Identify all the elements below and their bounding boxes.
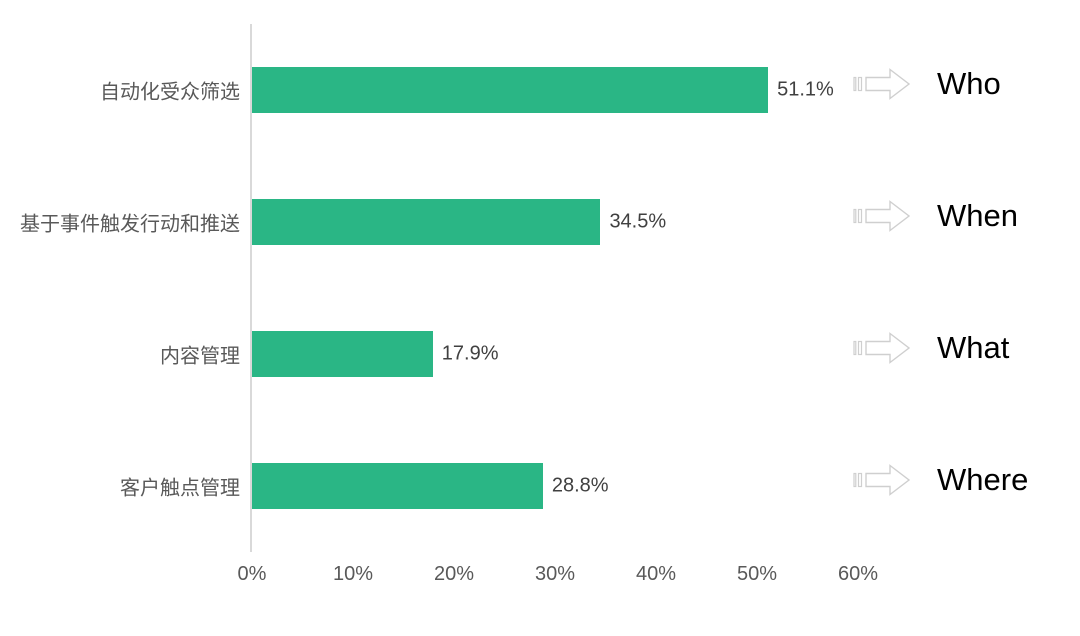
category-label: 自动化受众筛选 (100, 81, 240, 104)
bar[interactable] (252, 463, 543, 509)
x-tick-label: 30% (534, 563, 576, 585)
annotation-label: When (937, 198, 1018, 233)
chart-row: 客户触点管理 28.8% Where (0, 420, 1080, 552)
striped-right-arrow-icon (853, 332, 911, 364)
striped-right-arrow-icon (853, 464, 911, 496)
x-tick-label: 50% (736, 563, 778, 585)
annotation-group: When (853, 198, 1018, 234)
chart-row: 内容管理 17.9% What (0, 288, 1080, 420)
annotation-label: Who (937, 66, 1001, 101)
x-tick-label: 0% (237, 563, 267, 585)
value-label: 17.9% (441, 342, 499, 365)
x-tick-label: 40% (635, 563, 677, 585)
bar[interactable] (252, 331, 433, 377)
value-label: 34.5% (609, 210, 667, 233)
value-label: 51.1% (777, 78, 834, 101)
category-label: 基于事件触发行动和推送 (20, 213, 240, 236)
bar[interactable] (252, 67, 769, 113)
annotation-label: What (937, 330, 1010, 365)
striped-right-arrow-icon (853, 200, 911, 232)
annotation-group: Who (853, 66, 1001, 102)
chart-row: 基于事件触发行动和推送 34.5% When (0, 156, 1080, 288)
category-label: 内容管理 (160, 345, 240, 368)
value-label: 28.8% (551, 474, 609, 497)
x-tick-label: 60% (837, 563, 879, 585)
annotation-group: Where (853, 462, 1028, 498)
annotation-label: Where (937, 462, 1029, 497)
category-label: 客户触点管理 (120, 477, 240, 500)
y-axis-line (250, 24, 252, 552)
x-tick-label: 10% (332, 563, 374, 585)
chart-row: 自动化受众筛选 51.1% Who (0, 24, 1080, 156)
annotation-group: What (853, 330, 1009, 366)
bar[interactable] (252, 199, 601, 245)
x-tick-label: 20% (433, 563, 475, 585)
striped-right-arrow-icon (853, 68, 911, 100)
